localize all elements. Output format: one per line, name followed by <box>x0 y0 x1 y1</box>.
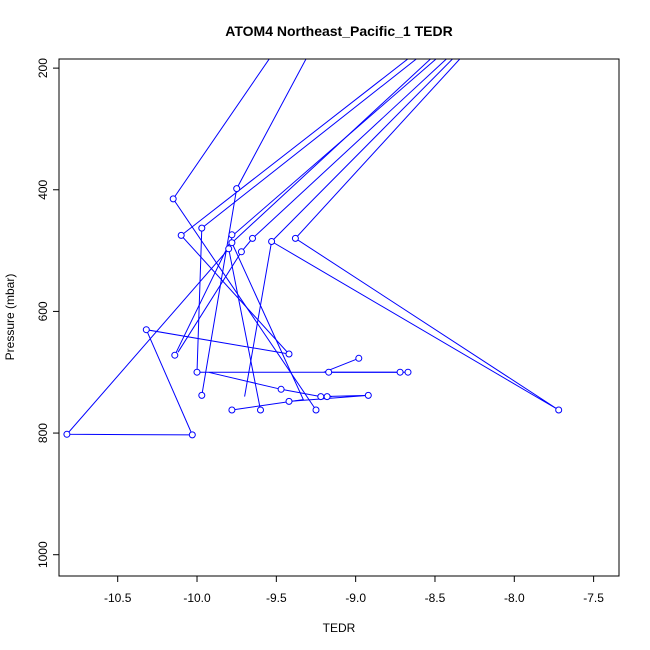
data-point <box>198 224 206 232</box>
data-point <box>228 239 236 247</box>
x-axis-label: TEDR <box>323 621 356 635</box>
data-point <box>325 368 333 376</box>
data-point <box>177 231 185 239</box>
data-point <box>249 234 256 242</box>
data-point <box>291 234 299 242</box>
data-point <box>317 393 325 401</box>
data-point <box>171 351 179 359</box>
data-point <box>228 231 236 239</box>
data-point <box>193 368 201 376</box>
series-line <box>201 59 307 396</box>
series-line <box>65 59 409 436</box>
data-point <box>257 406 264 414</box>
data-point <box>312 406 320 414</box>
series-line <box>231 59 432 411</box>
data-point <box>268 238 276 245</box>
data-point <box>396 368 404 376</box>
y-tick-label: 600 <box>36 301 50 321</box>
y-tick-label: 1000 <box>36 541 50 568</box>
data-point <box>63 430 71 438</box>
data-point <box>364 391 372 399</box>
data-point <box>142 326 150 334</box>
data-point <box>188 431 196 439</box>
data-point <box>355 354 363 362</box>
data-point <box>237 248 245 256</box>
x-axis: -10.5 -10.0 -9.5 -9.0 -8.5 -8.0 -7.5 <box>104 576 604 605</box>
data-point <box>228 406 236 414</box>
data-point <box>285 397 293 405</box>
data-point <box>285 350 293 358</box>
x-tick-label: -10.0 <box>183 591 211 605</box>
x-tick-label: -7.5 <box>583 591 604 605</box>
y-tick-label: 800 <box>36 423 50 443</box>
data-point <box>169 195 177 203</box>
x-tick-label: -9.0 <box>345 591 366 605</box>
data-point <box>198 391 206 399</box>
chart-title: ATOM4 Northeast_Pacific_1 TEDR <box>225 23 452 39</box>
series-line <box>244 59 454 397</box>
series-line <box>271 59 559 411</box>
data-points <box>63 185 563 439</box>
data-point <box>233 185 241 193</box>
x-tick-label: -8.0 <box>504 591 525 605</box>
series-line <box>196 59 418 402</box>
y-axis: 200 400 600 800 1000 <box>36 58 59 568</box>
data-point <box>404 368 412 376</box>
x-tick-label: -9.5 <box>266 591 287 605</box>
series-line <box>177 59 448 353</box>
y-tick-label: 400 <box>36 179 50 199</box>
plot-frame <box>58 58 620 577</box>
y-tick-label: 200 <box>36 58 50 78</box>
y-axis-label: Pressure (mbar) <box>3 274 17 361</box>
data-point <box>277 385 285 393</box>
x-tick-label: -8.5 <box>425 591 446 605</box>
data-series <box>65 59 559 436</box>
x-tick-label: -10.5 <box>104 591 132 605</box>
data-point <box>225 245 233 253</box>
data-point <box>555 406 563 414</box>
data-point <box>323 393 331 401</box>
